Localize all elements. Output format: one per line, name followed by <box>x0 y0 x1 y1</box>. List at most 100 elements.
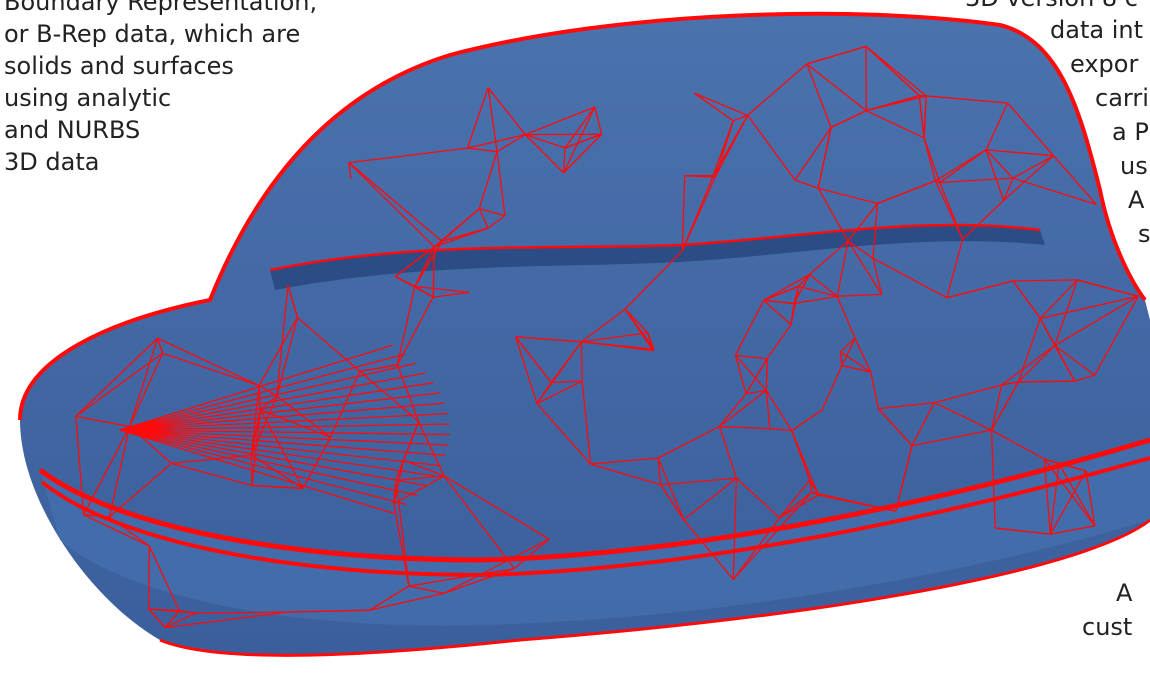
model-surface <box>20 13 1150 656</box>
mesh-edge <box>624 308 655 350</box>
left-text-line: and NURBS <box>4 116 141 144</box>
mesh-edge <box>348 147 468 164</box>
mesh-edge <box>769 428 792 432</box>
mesh-edge <box>712 120 734 178</box>
mesh-edge <box>798 285 838 297</box>
right-text-line: A <box>1116 579 1133 607</box>
mesh-edge <box>794 179 819 189</box>
mesh-edge <box>809 240 849 275</box>
mesh-edge <box>865 110 925 139</box>
mesh-edge <box>515 336 538 404</box>
mesh-edge <box>923 95 927 138</box>
mesh-edge <box>496 134 526 153</box>
mesh-edge <box>719 389 767 428</box>
mesh-edge <box>1085 470 1096 526</box>
mesh-edge <box>895 445 913 512</box>
mesh-edge <box>195 611 288 614</box>
mesh-edge <box>1012 280 1041 319</box>
mesh-edge <box>1050 525 1095 535</box>
mesh-edge <box>250 385 260 456</box>
mesh-edge <box>563 147 566 173</box>
mesh-edge <box>590 463 661 486</box>
mesh-edge <box>119 423 450 431</box>
mesh-edge <box>119 429 446 457</box>
mesh-edge <box>1054 345 1076 382</box>
mesh-edge <box>718 426 738 479</box>
mesh-edge <box>836 240 849 297</box>
mesh-edge <box>793 274 811 304</box>
mesh-edge <box>732 478 738 580</box>
mesh-edge <box>1007 102 1055 157</box>
left-text-line: using analytic <box>4 84 172 112</box>
mesh-edge <box>918 95 925 138</box>
mesh-edge <box>394 240 443 278</box>
mesh-edge <box>693 92 734 122</box>
mesh-edge <box>1077 279 1139 297</box>
mesh-edge <box>1058 463 1096 527</box>
mesh-edge <box>939 177 1013 184</box>
mesh-edge <box>148 545 180 612</box>
mesh-edge <box>119 353 405 431</box>
bottom-edge <box>159 518 1150 657</box>
mesh-edge <box>119 402 445 431</box>
mesh-edge <box>396 364 420 422</box>
mesh-edge <box>1054 295 1139 347</box>
mesh-edge <box>840 337 856 353</box>
mesh-edge <box>817 187 849 242</box>
mesh-edge <box>683 477 737 521</box>
mesh-edge <box>934 180 964 240</box>
mesh-edge <box>877 408 913 447</box>
mesh-edge <box>1012 155 1054 179</box>
mesh-edge <box>1001 381 1019 386</box>
mesh-edge <box>119 344 393 431</box>
mesh-edge <box>590 457 659 465</box>
mesh-edge <box>734 354 767 391</box>
mesh-edge <box>763 273 810 301</box>
mesh-edge <box>790 286 800 325</box>
mesh-edge <box>359 370 420 423</box>
mesh-edge <box>581 332 648 343</box>
mesh-edge <box>839 351 843 366</box>
mesh-edge <box>396 286 416 366</box>
mesh-edge <box>830 110 867 128</box>
mesh-edge <box>865 45 927 97</box>
mesh-edge <box>252 484 304 490</box>
mesh-edge <box>995 527 1051 535</box>
mesh-edge <box>119 429 427 487</box>
mesh-edge <box>119 392 440 431</box>
brim-surface <box>40 440 1150 626</box>
left-text-line: Boundary Representation, <box>4 0 318 16</box>
right-text-line: A <box>1128 186 1145 214</box>
mesh-edge <box>1001 345 1056 386</box>
mesh-edge <box>581 341 654 350</box>
mesh-edge <box>854 338 872 373</box>
mesh-edge <box>962 199 1004 240</box>
mesh-edge <box>657 457 685 521</box>
outline-edge <box>18 11 1147 421</box>
mesh-edge <box>581 308 626 343</box>
mesh-edge <box>1053 155 1097 205</box>
mesh-edge <box>83 514 150 547</box>
mesh-edge <box>734 355 747 394</box>
mesh-edge <box>359 364 398 372</box>
mesh-edge <box>766 324 792 360</box>
mesh-edge <box>258 317 299 386</box>
mesh-edge <box>991 429 1045 460</box>
left-text-line: 3D data <box>4 148 100 176</box>
mesh-edge <box>865 45 920 97</box>
mesh-edge <box>119 429 441 467</box>
mesh-edge <box>847 203 878 242</box>
mesh-edge <box>817 127 832 189</box>
mesh-edge <box>443 538 550 594</box>
brim-edge-lower <box>40 456 1150 578</box>
mesh-edge <box>841 364 871 373</box>
mesh-edge <box>525 106 596 136</box>
mesh-edge <box>818 187 878 205</box>
mesh-edge <box>395 480 410 587</box>
mesh-edge <box>847 240 883 295</box>
right-text-line: cust <box>1082 613 1133 641</box>
mesh-edge <box>719 425 770 430</box>
mesh-edge <box>657 457 662 485</box>
mesh-edge <box>119 429 450 436</box>
mesh-edge <box>433 291 470 298</box>
